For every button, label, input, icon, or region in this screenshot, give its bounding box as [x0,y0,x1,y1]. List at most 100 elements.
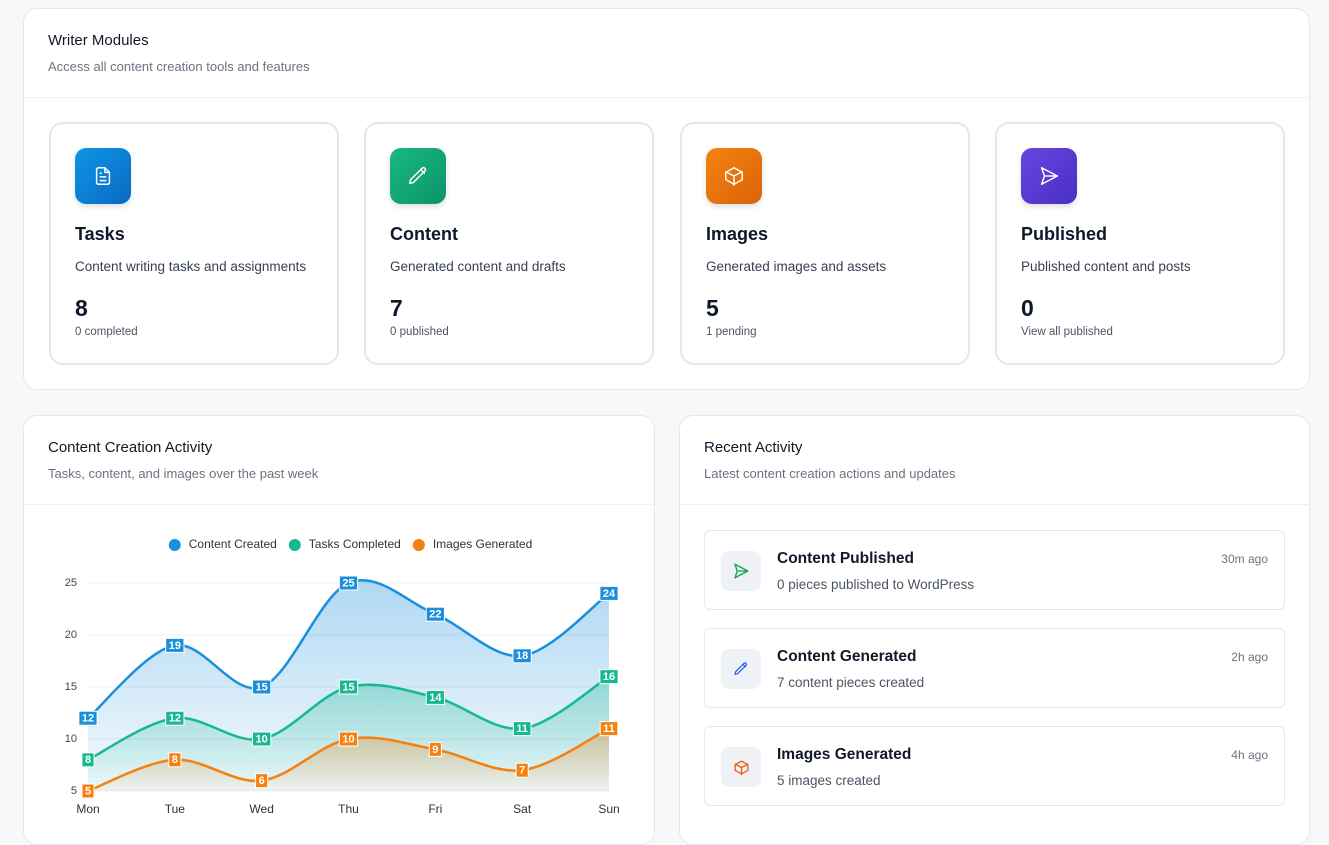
data-point [78,710,98,726]
data-point [338,731,359,747]
data-point [81,752,95,768]
data-point [512,721,532,737]
chart-panel: Content Creation Activity Tasks, content… [23,415,655,845]
data-label: 11 [516,723,528,735]
x-tick-label: Fri [428,802,442,816]
data-label: 9 [432,744,438,756]
activity-item[interactable]: Content Published 0 pieces published to … [704,530,1285,610]
data-label: 11 [603,723,615,735]
module-icon [1021,148,1077,204]
data-point [81,783,95,799]
module-card[interactable]: Tasks Content writing tasks and assignme… [49,122,339,365]
module-count: 0 [1021,295,1034,321]
data-label: 10 [342,733,354,745]
area [88,728,609,791]
data-label: 19 [169,640,181,652]
y-tick-label: 20 [65,629,77,641]
activity-time: 4h ago [1231,748,1268,762]
data-point [252,731,272,747]
data-label: 5 [85,785,91,797]
module-note: View all published [1021,326,1113,338]
data-point [599,585,619,601]
activity-panel: Recent Activity Latest content creation … [679,415,1310,845]
activity-title: Content Published [777,550,914,567]
activity-time: 2h ago [1231,650,1268,664]
activity-icon [721,551,761,591]
data-label: 24 [603,588,616,600]
data-point [425,689,445,705]
legend-marker [412,539,425,551]
data-point [425,606,445,622]
activity-title: Content Generated [777,648,917,665]
data-point [599,721,619,737]
data-point [428,741,442,757]
divider [24,504,654,505]
x-tick-label: Thu [338,802,359,816]
y-tick-label: 15 [65,681,77,693]
data-point [338,679,359,695]
module-description: Generated images and assets [706,259,887,274]
data-point [165,710,185,726]
module-description: Generated content and drafts [390,259,566,274]
data-point [599,669,619,685]
legend-label: Content Created [189,537,277,551]
y-tick-label: 5 [71,785,77,797]
module-count: 8 [75,295,88,321]
activity-description: 7 content pieces created [777,675,925,690]
legend-label: Images Generated [433,537,532,551]
activity-item[interactable]: Content Generated 7 content pieces creat… [704,628,1285,708]
x-tick-label: Sun [598,802,619,816]
data-label: 25 [342,577,354,589]
data-label: 15 [256,681,268,693]
divider [680,504,1309,505]
x-tick-label: Mon [76,802,99,816]
module-note: 0 completed [75,326,138,338]
module-icon [75,148,131,204]
module-card[interactable]: Images Generated images and assets 5 1 p… [680,122,970,365]
module-icon [390,148,446,204]
y-tick-label: 10 [65,733,77,745]
legend-label: Tasks Completed [309,537,401,551]
data-point [168,752,182,768]
activity-title: Images Generated [777,746,912,763]
data-label: 16 [603,671,615,683]
panel-subtitle: Latest content creation actions and upda… [704,466,956,481]
data-label: 8 [172,754,178,766]
module-title: Content [390,224,458,244]
data-point [165,637,185,653]
data-point [338,575,359,591]
module-note: 1 pending [706,326,757,338]
divider [24,97,1309,98]
legend: Content Created Tasks Completed Images Gen… [168,537,532,551]
module-title: Published [1021,224,1108,244]
activity-description: 5 images created [777,773,881,788]
data-point [252,679,272,695]
panel-title: Writer Modules [48,32,149,49]
module-count: 5 [706,295,719,321]
panel-subtitle: Access all content creation tools and fe… [48,59,310,74]
data-label: 10 [256,733,268,745]
data-label: 22 [429,609,441,621]
panel-subtitle: Tasks, content, and images over the past… [48,466,319,481]
module-note: 0 published [390,326,449,338]
activity-item[interactable]: Images Generated 5 images created 4h ago [704,726,1285,806]
legend-marker [288,539,301,551]
data-label: 12 [82,713,94,725]
data-point [512,648,532,664]
module-card[interactable]: Published Published content and posts 0 … [995,122,1285,365]
legend-marker [168,539,181,551]
module-card[interactable]: Content Generated content and drafts 7 0… [364,122,654,365]
data-label: 14 [429,692,442,704]
activity-time: 30m ago [1221,552,1268,566]
x-tick-label: Wed [249,802,273,816]
modules-panel: Writer Modules Access all content creati… [23,8,1310,390]
data-label: 6 [259,775,265,787]
module-count: 7 [390,295,403,321]
activity-icon [721,747,761,787]
module-title: Tasks [75,224,125,244]
data-label: 8 [85,754,91,766]
module-title: Images [706,224,769,244]
panel-title: Content Creation Activity [48,439,213,456]
